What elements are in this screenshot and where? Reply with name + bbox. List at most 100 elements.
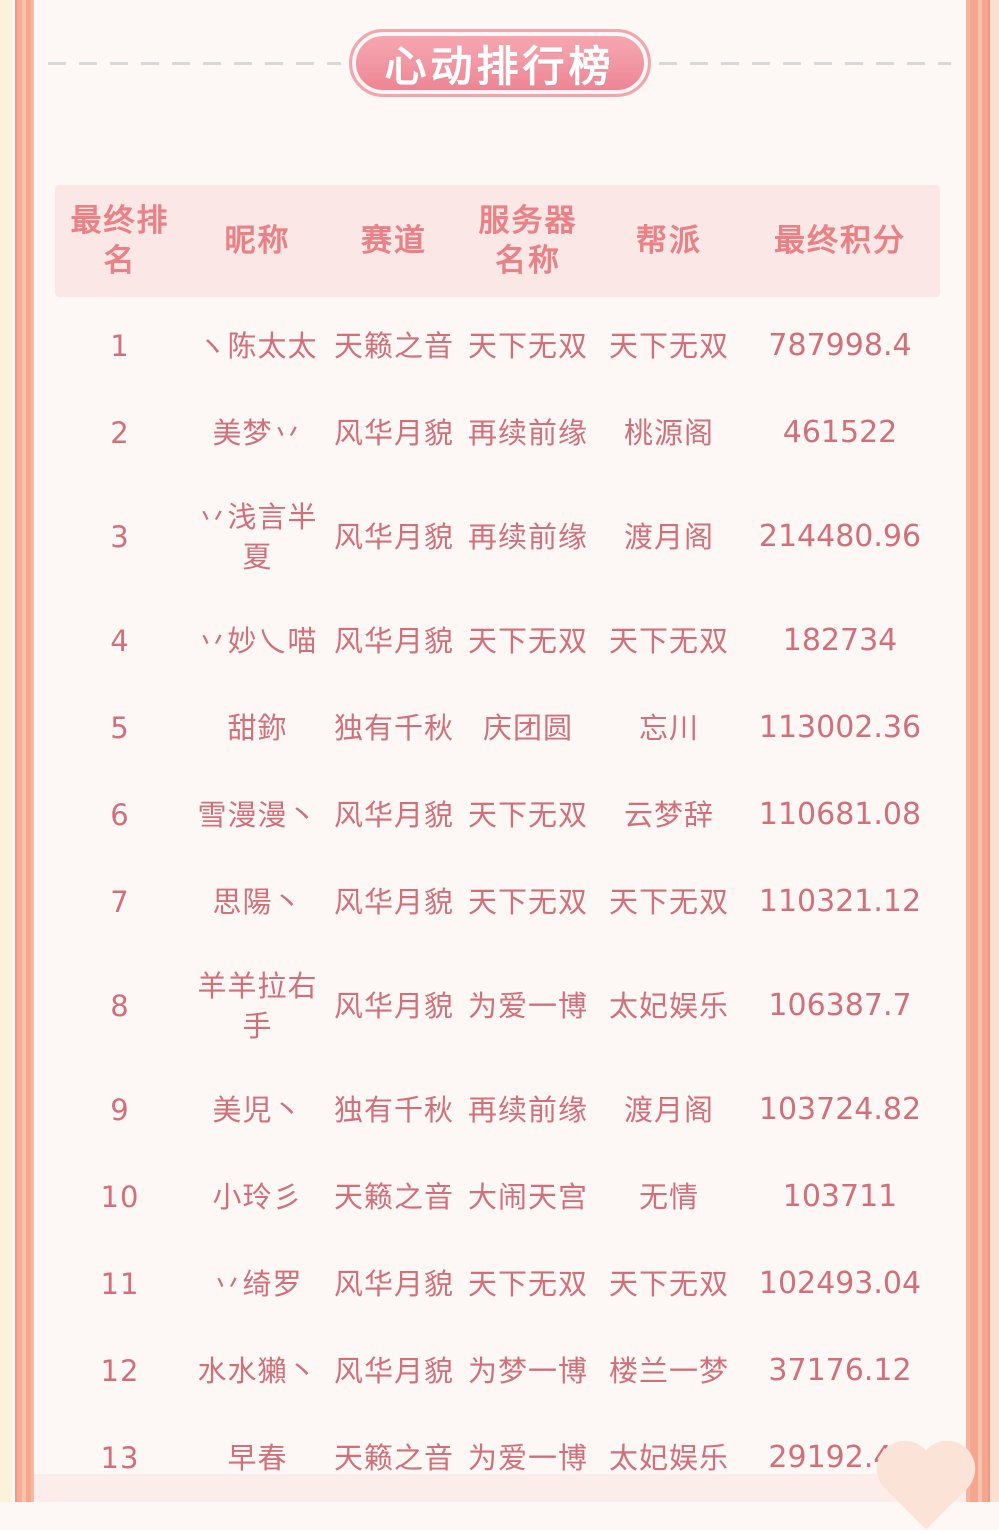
score-cell: 182734 bbox=[782, 622, 898, 658]
table-header-row: 最终排名 昵称 赛道 服务器名称 帮派 最终积分 bbox=[55, 185, 940, 297]
gang-cell: 渡月阁 bbox=[623, 519, 714, 554]
gang-cell: 桃源阁 bbox=[623, 415, 714, 450]
table-row: 3 丷浅言半夏 风华月貌 再续前缘 渡月阁 214480.96 bbox=[55, 476, 940, 597]
table-row: 9 美児丶 独有千秋 再续前缘 渡月阁 103724.82 bbox=[55, 1066, 940, 1153]
gang-cell: 太妃娱乐 bbox=[608, 988, 729, 1023]
table-row: 1 ヽ陈太太 天籁之音 天下无双 天下无双 787998.4 bbox=[55, 302, 940, 389]
ranking-table: 最终排名 昵称 赛道 服务器名称 帮派 最终积分 1 ヽ陈太太 天籁之音 天下无… bbox=[55, 185, 940, 1501]
score-cell: 110681.08 bbox=[758, 796, 922, 832]
rank-cell: 6 bbox=[110, 797, 130, 832]
title-row: 心动排行榜 bbox=[48, 28, 951, 98]
track-cell: 风华月貌 bbox=[333, 988, 454, 1023]
track-cell: 天籁之音 bbox=[333, 1440, 454, 1475]
right-dash-divider bbox=[658, 61, 951, 65]
score-cell: 37176.12 bbox=[768, 1352, 912, 1388]
bottom-accent-band bbox=[34, 1474, 966, 1502]
score-cell: 102493.04 bbox=[758, 1265, 922, 1301]
track-cell: 天籁之音 bbox=[333, 1179, 454, 1214]
score-cell: 113002.36 bbox=[758, 709, 922, 745]
left-dash-divider bbox=[48, 61, 341, 65]
page-title: 心动排行榜 bbox=[384, 41, 615, 91]
table-row: 10 小玲彡 天籁之音 大闹天宫 无情 103711 bbox=[55, 1153, 940, 1240]
nickname-cell: 丷妙乀喵 bbox=[197, 623, 318, 658]
server-cell: 再续前缘 bbox=[467, 415, 588, 450]
gang-cell: 天下无双 bbox=[608, 623, 729, 658]
rank-cell: 9 bbox=[110, 1092, 130, 1127]
rank-cell: 1 bbox=[110, 328, 130, 363]
column-header-track: 赛道 bbox=[361, 223, 427, 259]
right-cream-border bbox=[990, 0, 999, 1502]
track-cell: 独有千秋 bbox=[333, 710, 454, 745]
track-cell: 风华月貌 bbox=[333, 884, 454, 919]
nickname-cell: 雪漫漫丶 bbox=[197, 797, 318, 832]
gang-cell: 无情 bbox=[638, 1179, 699, 1214]
gang-cell: 云梦辞 bbox=[623, 797, 714, 832]
table-row: 4 丷妙乀喵 风华月貌 天下无双 天下无双 182734 bbox=[55, 597, 940, 684]
track-cell: 风华月貌 bbox=[333, 415, 454, 450]
nickname-cell: 丷浅言半夏 bbox=[197, 499, 318, 574]
left-cream-border bbox=[0, 0, 12, 1502]
rank-cell: 10 bbox=[100, 1179, 140, 1214]
rank-cell: 12 bbox=[100, 1353, 140, 1388]
nickname-cell: 早春 bbox=[227, 1440, 288, 1475]
score-cell: 103711 bbox=[782, 1178, 898, 1214]
gang-cell: 渡月阁 bbox=[623, 1092, 714, 1127]
nickname-cell: 美児丶 bbox=[212, 1092, 303, 1127]
column-header-nickname: 昵称 bbox=[224, 223, 291, 259]
left-salmon-border bbox=[15, 0, 34, 1502]
track-cell: 天籁之音 bbox=[333, 328, 454, 363]
track-cell: 风华月貌 bbox=[333, 1266, 454, 1301]
table-row: 12 水水獺丶 风华月貌 为梦一博 楼兰一梦 37176.12 bbox=[55, 1327, 940, 1414]
server-cell: 再续前缘 bbox=[467, 519, 588, 554]
table-row: 8 羊羊拉右手 风华月貌 为爱一博 太妃娱乐 106387.7 bbox=[55, 945, 940, 1066]
nickname-cell: 羊羊拉右手 bbox=[197, 968, 318, 1043]
rank-cell: 7 bbox=[110, 884, 130, 919]
server-cell: 庆团圆 bbox=[482, 710, 573, 745]
score-cell: 787998.4 bbox=[768, 327, 912, 363]
title-badge: 心动排行榜 bbox=[348, 29, 651, 97]
rank-cell: 4 bbox=[110, 623, 130, 658]
table-row: 5 甜鉨 独有千秋 庆团圆 忘川 113002.36 bbox=[55, 684, 940, 771]
column-header-rank: 最终排名 bbox=[70, 203, 170, 279]
table-row: 2 美梦丷 风华月貌 再续前缘 桃源阁 461522 bbox=[55, 389, 940, 476]
nickname-cell: 水水獺丶 bbox=[197, 1353, 318, 1388]
column-header-server: 服务器名称 bbox=[478, 203, 578, 279]
nickname-cell: 美梦丷 bbox=[212, 415, 303, 450]
column-header-score: 最终积分 bbox=[774, 223, 906, 259]
column-header-gang: 帮派 bbox=[636, 223, 702, 259]
table-row: 6 雪漫漫丶 风华月貌 天下无双 云梦辞 110681.08 bbox=[55, 771, 940, 858]
nickname-cell: ヽ陈太太 bbox=[197, 328, 318, 363]
nickname-cell: 思陽丶 bbox=[212, 884, 303, 919]
nickname-cell: 甜鉨 bbox=[227, 710, 288, 745]
rank-cell: 3 bbox=[110, 519, 130, 554]
server-cell: 为爱一博 bbox=[467, 988, 588, 1023]
gang-cell: 天下无双 bbox=[608, 884, 729, 919]
server-cell: 天下无双 bbox=[467, 797, 588, 832]
rank-cell: 13 bbox=[100, 1440, 140, 1475]
nickname-cell: 小玲彡 bbox=[212, 1179, 303, 1214]
server-cell: 大闹天宫 bbox=[467, 1179, 588, 1214]
gang-cell: 太妃娱乐 bbox=[608, 1440, 729, 1475]
server-cell: 为梦一博 bbox=[467, 1353, 588, 1388]
heart-decoration-icon bbox=[886, 1450, 966, 1530]
rank-cell: 8 bbox=[110, 988, 130, 1023]
server-cell: 天下无双 bbox=[467, 884, 588, 919]
table-row: 7 思陽丶 风华月貌 天下无双 天下无双 110321.12 bbox=[55, 858, 940, 945]
track-cell: 风华月貌 bbox=[333, 519, 454, 554]
track-cell: 风华月貌 bbox=[333, 623, 454, 658]
rank-cell: 5 bbox=[110, 710, 130, 745]
gang-cell: 楼兰一梦 bbox=[608, 1353, 729, 1388]
rank-cell: 11 bbox=[100, 1266, 140, 1301]
gang-cell: 忘川 bbox=[638, 710, 699, 745]
nickname-cell: 丷绮罗 bbox=[212, 1266, 303, 1301]
score-cell: 103724.82 bbox=[758, 1091, 922, 1127]
right-salmon-border bbox=[966, 0, 990, 1502]
track-cell: 独有千秋 bbox=[333, 1092, 454, 1127]
table-body: 1 ヽ陈太太 天籁之音 天下无双 天下无双 787998.4 2 美梦丷 风华月… bbox=[55, 297, 940, 1501]
table-row: 11 丷绮罗 风华月貌 天下无双 天下无双 102493.04 bbox=[55, 1240, 940, 1327]
score-cell: 461522 bbox=[782, 414, 898, 450]
score-cell: 106387.7 bbox=[768, 987, 912, 1023]
server-cell: 天下无双 bbox=[467, 328, 588, 363]
server-cell: 为爱一博 bbox=[467, 1440, 588, 1475]
